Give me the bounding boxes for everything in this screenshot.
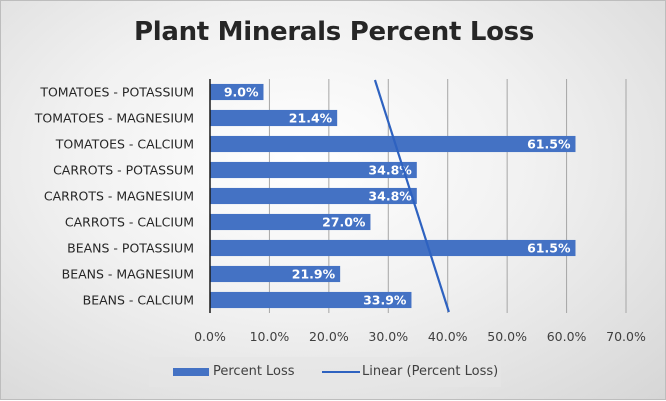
data-label: 33.9% [363,293,407,308]
x-tick-label: 70.0% [606,329,646,344]
legend-swatch-trendline [322,371,360,373]
trendline [373,79,450,313]
bar [210,291,412,309]
data-label: 61.5% [527,241,571,256]
bar [210,265,341,283]
data-label: 61.5% [527,137,571,152]
data-label: 27.0% [322,215,366,230]
bar [210,135,576,153]
bar [210,213,371,231]
category-label: BEANS - POTASSIUM [67,241,194,256]
x-tick-label: 20.0% [309,329,349,344]
data-label: 9.0% [224,85,259,100]
x-tick-label: 60.0% [547,329,587,344]
x-tick-label: 30.0% [368,329,408,344]
category-label: CARROTS - MAGNESIUM [44,189,194,204]
legend-label-trendline: Linear (Percent Loss) [362,364,499,379]
category-label: CARROTS - POTASSUM [53,163,194,178]
legend: Percent Loss Linear (Percent Loss) [149,357,501,387]
category-label: TOMATOES - CALCIUM [55,137,194,152]
data-label: 21.4% [289,111,333,126]
category-label: BEANS - MAGNESIUM [62,267,194,282]
bar [210,187,417,205]
chart-title: Plant Minerals Percent Loss [133,17,535,47]
x-tick-label: 40.0% [428,329,468,344]
x-tick-label: 10.0% [250,329,290,344]
category-label: TOMATOES - POTASSIUM [39,85,194,100]
legend-swatch-percent-loss [173,368,209,376]
data-label: 34.8% [368,189,412,204]
bar [210,83,264,101]
data-label: 21.9% [292,267,336,282]
category-label: TOMATOES - MAGNESIUM [34,111,194,126]
category-label: BEANS - CALCIUM [83,293,194,308]
legend-label-percent-loss: Percent Loss [213,364,295,379]
bar [210,161,417,179]
bar [210,239,576,257]
category-label: CARROTS - CALCIUM [65,215,194,230]
x-tick-label: 50.0% [487,329,527,344]
bar [210,109,338,127]
x-tick-label: 0.0% [194,329,226,344]
